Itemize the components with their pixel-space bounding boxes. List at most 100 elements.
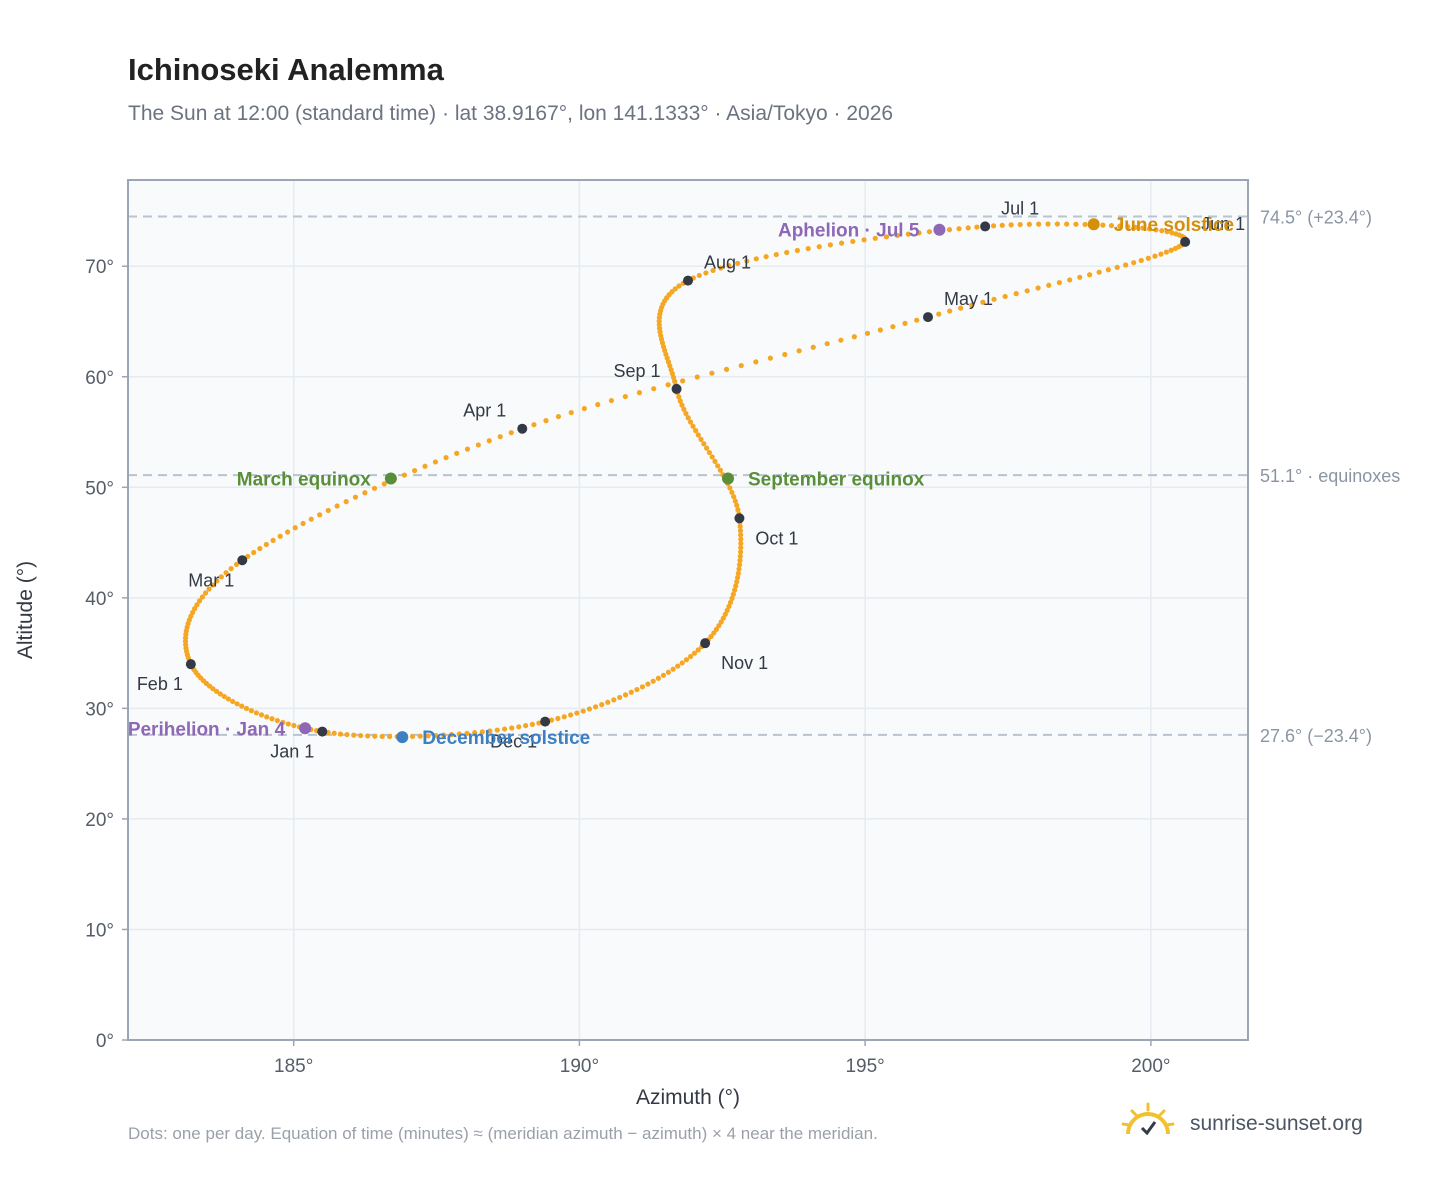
daily-dot [1096,269,1102,275]
y-tick-label: 10° [85,920,114,941]
daily-dot [947,308,953,314]
brand[interactable]: sunrise-sunset.org [1120,1100,1420,1150]
month-marker [923,312,933,323]
daily-dot [733,583,739,589]
daily-dot [580,708,586,714]
daily-dot [248,708,254,714]
y-tick-label: 30° [85,699,114,720]
daily-dot [516,724,522,730]
daily-dot [472,730,478,736]
daily-dot [1017,221,1023,228]
daily-dot [358,732,364,739]
daily-dot [872,235,878,241]
daily-dot [608,397,615,404]
daily-dot [990,223,997,229]
month-label: Feb 1 [137,674,183,694]
daily-dot [1159,228,1165,234]
month-label: Dec 1 [490,732,537,752]
daily-dot [738,536,744,542]
daily-dot [567,712,574,718]
daily-dot [687,419,694,425]
daily-dot [698,436,704,442]
daily-dot [497,434,503,440]
daily-dot [218,574,224,580]
daily-dot [753,256,759,262]
daily-dot [486,438,492,444]
daily-dot [737,528,744,534]
daily-dot [651,386,657,392]
event-marker [384,472,397,485]
daily-dot [1105,267,1111,273]
daily-dot [737,549,744,555]
daily-dot [628,689,634,695]
daily-dot [217,691,223,697]
event-marker [933,223,946,236]
month-label: Jul 1 [1001,198,1039,218]
daily-dot [1100,222,1106,228]
daily-dot [1163,249,1169,255]
daily-dot [974,224,980,230]
daily-dot [744,258,750,264]
daily-dot [782,351,788,358]
daily-dot [980,299,986,305]
daily-dot [371,485,378,491]
daily-dot [206,586,212,592]
daily-dot [417,733,423,739]
daily-dot [387,733,393,740]
y-tick-label: 40° [85,589,114,610]
daily-dot [735,260,741,266]
brand-name: sunrise-sunset.org [1190,1112,1363,1135]
daily-dot [864,330,871,336]
month-label: Sep 1 [614,361,661,381]
daily-dot [412,468,418,474]
daily-dot [738,540,744,547]
daily-dot [264,714,270,720]
daily-dot [736,566,742,572]
daily-dot [894,232,901,239]
month-marker [671,383,682,394]
daily-dot [592,704,599,710]
daily-dot [1117,223,1123,229]
x-tick-label: 195° [845,1056,884,1077]
month-marker [237,555,248,566]
daily-dot [680,378,686,384]
x-tick-label: 185° [274,1056,313,1077]
daily-dot [203,590,209,596]
daily-dot [712,458,718,464]
daily-dot [716,623,722,629]
daily-dot [838,240,845,246]
event-label: Aphelion · Jul 5 [778,221,920,242]
daily-dot [1087,272,1093,278]
daily-dot [738,532,744,538]
daily-dot [561,714,567,720]
daily-dot [694,374,700,380]
daily-dot [1082,221,1088,228]
daily-dot [914,317,920,323]
daily-dot [409,733,416,739]
month-label: May 1 [944,289,993,309]
chart-subtitle: The Sun at 12:00 (standard time) · lat 3… [128,102,894,125]
event-markers: March equinox September equinox June solst… [128,215,1234,749]
month-markers: Jan 1 Feb 1 Mar 1 Apr 1 May 1 Jun 1 Jul 1 Aug 1… [137,198,1245,761]
daily-dot [727,599,734,606]
daily-dot [1002,293,1008,300]
daily-dot [1145,255,1151,261]
y-tick-label: 70° [85,257,114,278]
month-marker [540,716,551,727]
daily-dot [1164,229,1170,235]
daily-dot [464,446,471,452]
daily-dot [717,467,723,473]
daily-dot [1169,230,1175,236]
daily-dot [696,272,702,279]
daily-dot [213,688,220,694]
month-marker [517,423,528,434]
daily-dot [729,489,735,495]
daily-dot [767,355,773,361]
daily-dot [263,541,269,548]
daily-dot [1056,279,1062,286]
daily-dot [691,650,698,656]
y-tick-label: 0° [96,1031,114,1052]
daily-dot [824,341,830,347]
daily-dot [1114,264,1120,270]
daily-dot [737,557,743,564]
